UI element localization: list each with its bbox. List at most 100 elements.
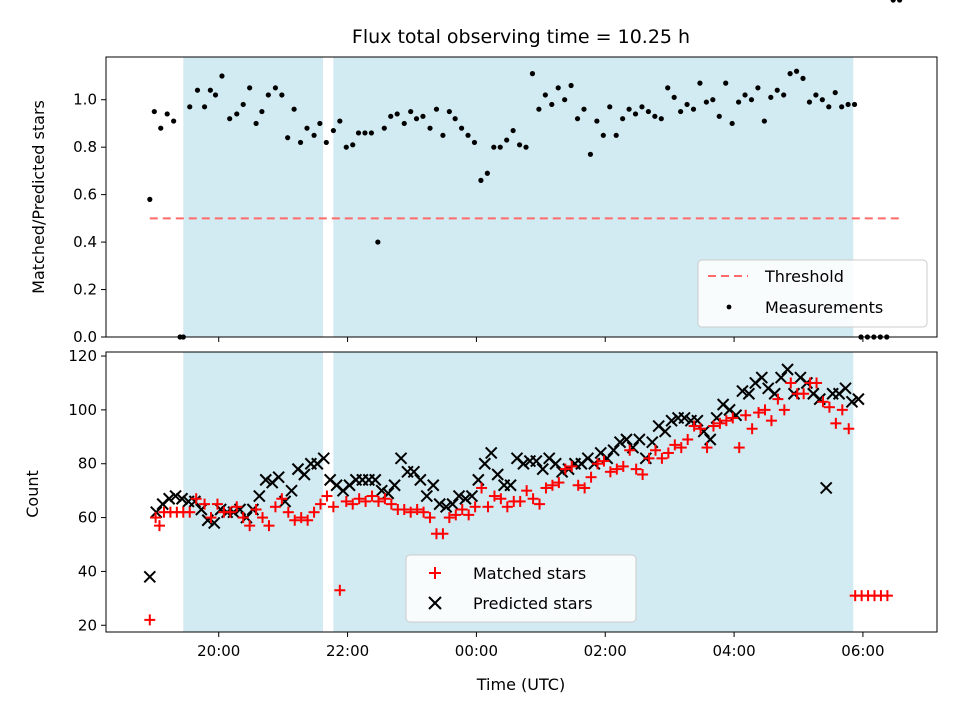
- measurement-point: [247, 85, 253, 91]
- predicted-point: [394, 452, 408, 465]
- measurement-point: [613, 132, 619, 138]
- measurement-point: [568, 82, 574, 89]
- matched-point: [662, 447, 674, 459]
- measurement-point: [433, 106, 440, 112]
- measurement-point: [478, 177, 484, 183]
- matched-point: [669, 439, 681, 451]
- measurement-point: [350, 142, 356, 148]
- measurement-point: [851, 101, 858, 108]
- measurement-point: [368, 130, 375, 136]
- matched-point: [443, 512, 455, 524]
- bottom-y-tick-label: 120: [68, 347, 97, 365]
- measurement-point: [311, 132, 317, 138]
- measurement-point: [471, 139, 478, 146]
- matched-point: [534, 498, 546, 510]
- measurement-point: [440, 132, 446, 138]
- measurement-point: [839, 104, 845, 110]
- matched-point: [823, 401, 835, 413]
- measurement-point: [158, 125, 164, 131]
- matched-point: [482, 501, 494, 513]
- matched-point: [772, 393, 784, 405]
- measurement-point: [207, 87, 213, 93]
- measurement-point: [516, 142, 523, 148]
- measurement-point: [458, 125, 465, 131]
- matched-point: [675, 442, 687, 454]
- matched-point: [385, 498, 397, 510]
- predicted-point: [852, 392, 865, 406]
- legend-measurements-label: Measurements: [765, 298, 883, 317]
- measurement-point: [330, 127, 336, 134]
- matched-point: [811, 377, 823, 389]
- matched-point: [372, 495, 384, 507]
- measurement-point: [748, 97, 755, 103]
- matched-point: [611, 463, 623, 475]
- matched-point: [521, 485, 533, 497]
- measurement-point: [253, 120, 259, 127]
- measurement-point: [645, 108, 652, 115]
- predicted-point: [504, 479, 517, 492]
- measurement-point: [639, 104, 645, 110]
- matched-point: [740, 409, 752, 421]
- predicted-point: [665, 414, 678, 427]
- measurement-point: [484, 170, 490, 176]
- matched-point: [437, 528, 449, 540]
- matched-point: [585, 471, 597, 483]
- matched-point: [347, 498, 359, 510]
- bottom-panel: 20 40 60 80 100 120 20:00 22:00 00:00 02:00 04:00…: [23, 347, 938, 694]
- matched-point: [469, 501, 481, 513]
- matched-point: [720, 415, 732, 427]
- shaded-interval: [183, 352, 324, 632]
- measurement-point: [452, 116, 458, 122]
- bottom-y-tick-label: 100: [68, 401, 97, 419]
- measurement-point: [600, 132, 606, 138]
- predicted-point: [175, 492, 189, 505]
- measurement-point: [394, 111, 400, 117]
- measurement-point: [562, 97, 568, 103]
- measurement-point: [735, 99, 742, 105]
- top-y-tick-label: 1.0: [73, 91, 97, 109]
- matched-point: [224, 506, 236, 518]
- measurement-point: [690, 106, 697, 112]
- matched-point: [843, 423, 855, 435]
- matched-point: [785, 377, 797, 389]
- matched-point: [476, 482, 488, 494]
- matched-point: [514, 495, 526, 507]
- matched-point: [244, 520, 256, 532]
- matched-point: [190, 493, 202, 505]
- measurement-point: [408, 108, 414, 115]
- matched-point: [817, 396, 829, 408]
- matched-point: [398, 504, 410, 515]
- measurement-point: [793, 68, 800, 74]
- measurement-point: [227, 116, 233, 122]
- measurement-point: [890, 0, 896, 3]
- bottom-legend-box: [405, 554, 637, 623]
- measurement-point: [147, 196, 153, 202]
- measurement-point: [806, 99, 813, 105]
- matched-point: [289, 514, 301, 526]
- matched-point: [753, 407, 765, 419]
- matched-point: [881, 590, 893, 602]
- matched-point: [695, 423, 707, 435]
- measurement-point: [832, 89, 838, 96]
- matched-point: [759, 404, 771, 416]
- matched-point: [418, 506, 430, 518]
- top-y-ticks: 0.0 0.2 0.4 0.6 0.8 1.0: [73, 91, 106, 346]
- measurement-point: [800, 75, 806, 81]
- measurement-point: [723, 80, 729, 86]
- matched-point: [257, 512, 269, 524]
- bottom-y-ticks: 20 40 60 80 100 120: [68, 347, 106, 634]
- top-data-layer: [147, 0, 903, 340]
- bottom-x-tick-label: 04:00: [712, 642, 755, 660]
- measurement-point: [819, 97, 825, 103]
- matched-point: [269, 501, 281, 513]
- matched-point: [276, 493, 288, 505]
- measurement-point: [826, 104, 832, 110]
- measurement-point: [413, 116, 420, 122]
- top-plot-frame: [105, 56, 938, 338]
- legend-matched-swatch: [429, 567, 441, 579]
- measurement-point: [265, 92, 271, 98]
- predicted-point: [298, 468, 311, 481]
- matched-point: [798, 388, 810, 400]
- predicted-point: [259, 473, 272, 487]
